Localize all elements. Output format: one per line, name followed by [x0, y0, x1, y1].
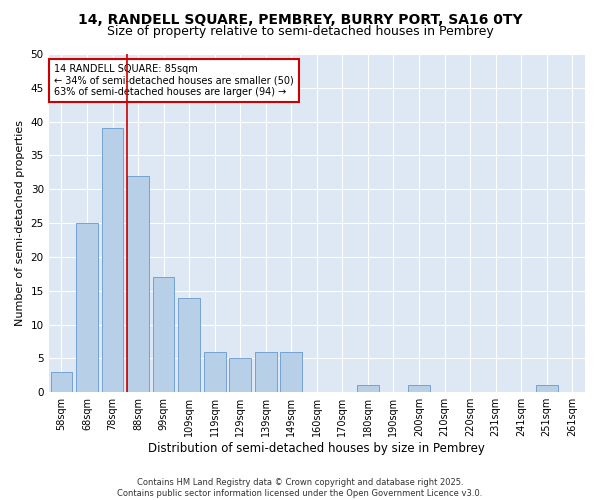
Bar	[204, 352, 226, 392]
Bar	[408, 386, 430, 392]
Bar	[127, 176, 149, 392]
Y-axis label: Number of semi-detached properties: Number of semi-detached properties	[15, 120, 25, 326]
Text: 14, RANDELL SQUARE, PEMBREY, BURRY PORT, SA16 0TY: 14, RANDELL SQUARE, PEMBREY, BURRY PORT,…	[77, 12, 523, 26]
Bar	[50, 372, 72, 392]
Bar	[536, 386, 557, 392]
Bar	[178, 298, 200, 392]
Text: 14 RANDELL SQUARE: 85sqm
← 34% of semi-detached houses are smaller (50)
63% of s: 14 RANDELL SQUARE: 85sqm ← 34% of semi-d…	[54, 64, 294, 98]
Bar	[153, 277, 175, 392]
Bar	[280, 352, 302, 392]
X-axis label: Distribution of semi-detached houses by size in Pembrey: Distribution of semi-detached houses by …	[148, 442, 485, 455]
Bar	[357, 386, 379, 392]
Bar	[229, 358, 251, 392]
Bar	[101, 128, 124, 392]
Text: Contains HM Land Registry data © Crown copyright and database right 2025.
Contai: Contains HM Land Registry data © Crown c…	[118, 478, 482, 498]
Text: Size of property relative to semi-detached houses in Pembrey: Size of property relative to semi-detach…	[107, 25, 493, 38]
Bar	[255, 352, 277, 392]
Bar	[76, 223, 98, 392]
